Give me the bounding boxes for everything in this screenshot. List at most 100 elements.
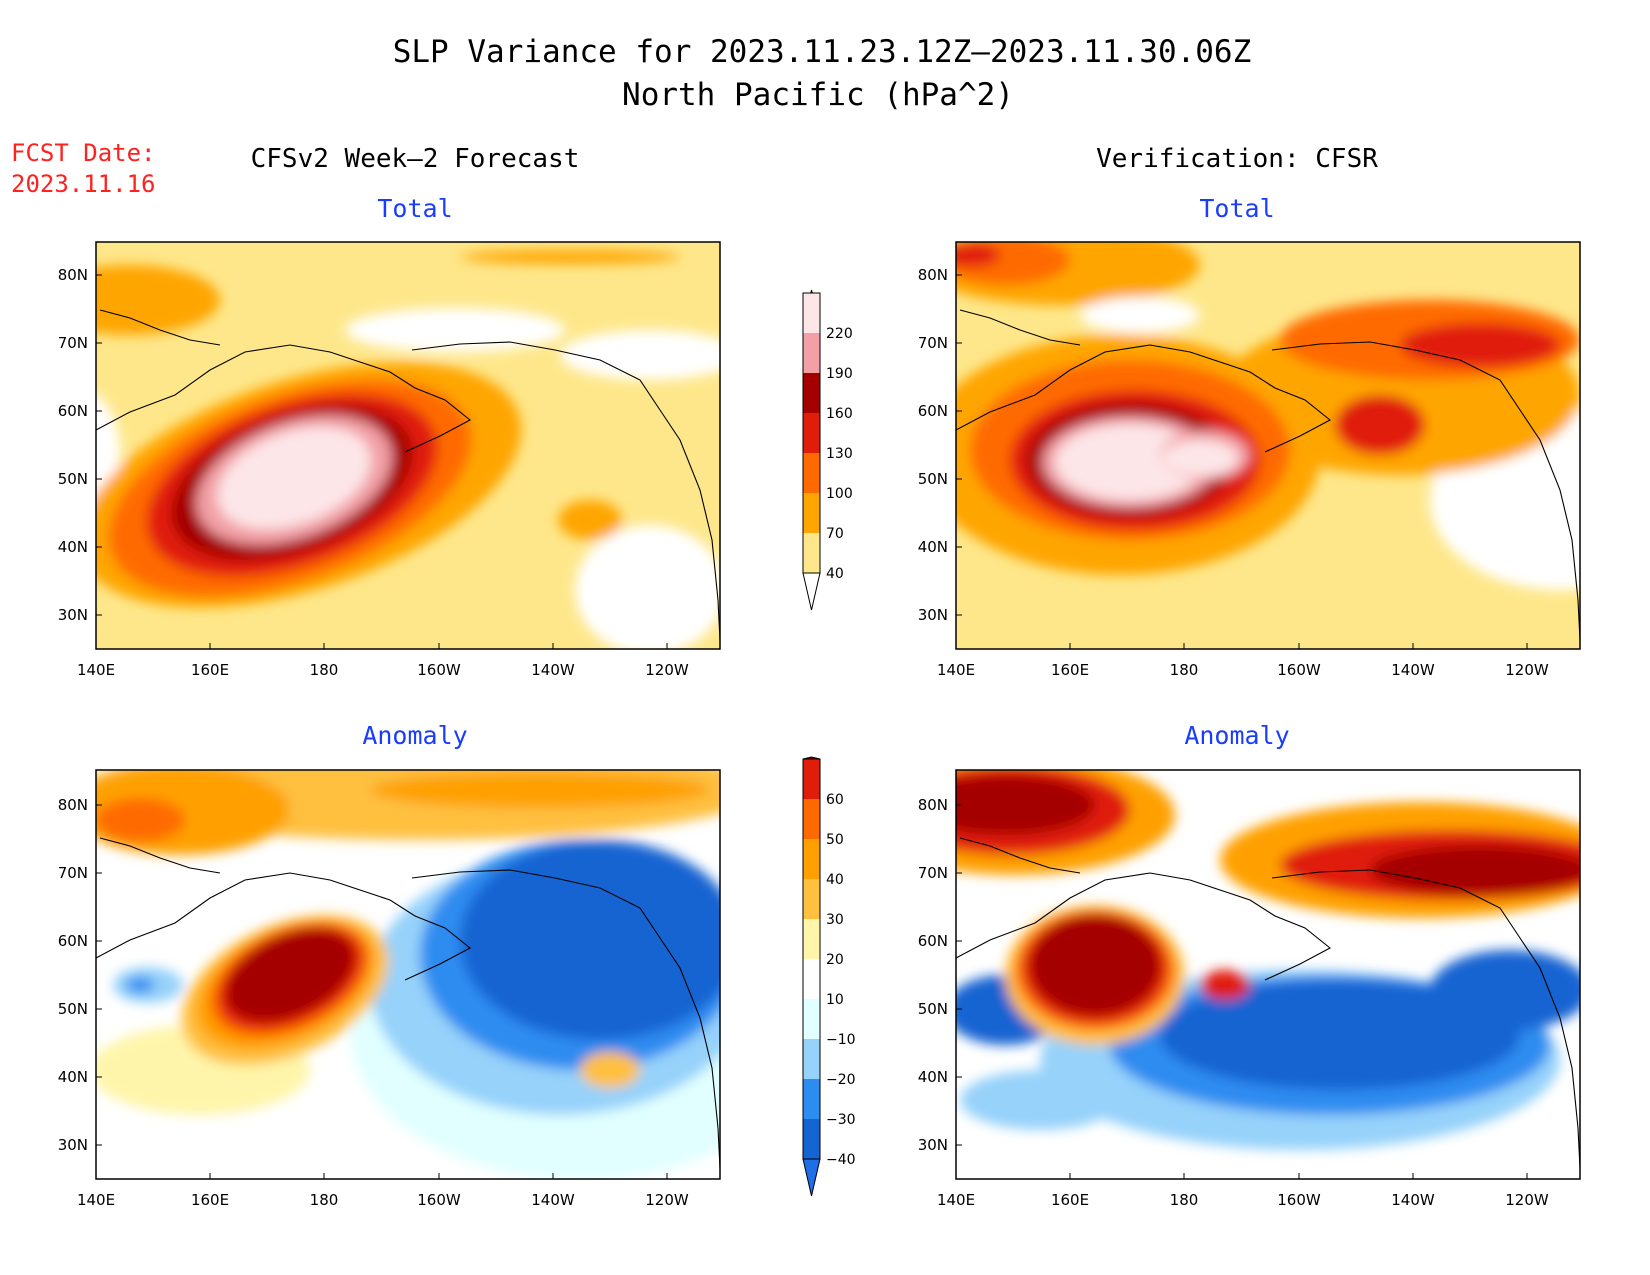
colorbar-total-level-label: 160 xyxy=(826,406,853,422)
colorbar-anomaly-swatch xyxy=(803,839,820,879)
colorbar-anomaly-level-label: 50 xyxy=(826,832,844,848)
verification-total-field xyxy=(956,242,1580,649)
lon-tick-label: 180 xyxy=(310,1191,339,1209)
lat-tick-label: 50N xyxy=(58,1000,88,1018)
colorbar-total-swatch xyxy=(803,453,820,493)
lat-tick-label: 50N xyxy=(918,470,948,488)
colorbar-total: 40 70 100 130 160 190 220 xyxy=(802,289,853,611)
panel-frames xyxy=(95,241,1581,1180)
panel-subtitle-anomaly-verification: Anomaly xyxy=(1184,721,1289,750)
colorbar-anomaly-swatch xyxy=(803,879,820,919)
lon-tick-label: 160E xyxy=(191,661,229,679)
colorbar-anomaly-level-label: −10 xyxy=(826,1032,856,1048)
colorbar-total-swatch xyxy=(803,413,820,453)
colorbar-anomaly-level-label: 10 xyxy=(826,992,844,1008)
lon-tick-label: 180 xyxy=(1170,1191,1199,1209)
colorbar-anomaly-swatch xyxy=(803,999,820,1039)
panel-subtitle-total-forecast: Total xyxy=(377,194,452,223)
colorbar-anomaly-swatch xyxy=(803,1119,820,1159)
colorbar-anomaly-swatch xyxy=(803,1079,820,1119)
lat-tick-label: 70N xyxy=(58,334,88,352)
lat-tick-label: 40N xyxy=(58,1068,88,1086)
colorbar-total-swatch xyxy=(803,493,820,533)
verification-anomaly-field xyxy=(956,770,1580,1179)
frame-forecast-anomaly xyxy=(95,769,721,1180)
lat-tick-label: 60N xyxy=(58,402,88,420)
fcst-date-value: 2023.11.16 xyxy=(11,170,156,198)
colorbar-anomaly-level-label: 30 xyxy=(826,912,844,928)
frame-verification-anomaly xyxy=(955,769,1581,1180)
lon-tick-label: 140E xyxy=(77,661,115,679)
colorbar-anomaly-swatch xyxy=(803,799,820,839)
lon-tick-label: 120W xyxy=(1505,1191,1549,1209)
lon-tick-label: 160W xyxy=(417,1191,461,1209)
lat-tick-label: 40N xyxy=(58,538,88,556)
lat-tick-label: 30N xyxy=(58,606,88,624)
colorbar-anomaly-level-label: −30 xyxy=(826,1112,856,1128)
colorbar-anomaly-bottom-arrow xyxy=(802,1158,821,1197)
colorbar-anomaly: −40 −30 −20 −10 10 20 30 40 50 60 xyxy=(802,756,856,1197)
lon-tick-label: 160W xyxy=(1277,661,1321,679)
lon-tick-label: 160W xyxy=(417,661,461,679)
lat-tick-label: 80N xyxy=(918,266,948,284)
colorbar-total-bottom-arrow xyxy=(802,572,821,611)
lon-tick-label: 140W xyxy=(1391,1191,1435,1209)
column-title-verification: Verification: CFSR xyxy=(1096,144,1378,174)
colorbar-total-level-label: 70 xyxy=(826,526,844,542)
lon-tick-label: 180 xyxy=(1170,661,1199,679)
colorbar-total-level-label: 40 xyxy=(826,566,844,582)
panel-forecast-total xyxy=(96,242,720,649)
frame-forecast-total xyxy=(95,241,721,650)
lon-tick-label: 140W xyxy=(531,661,575,679)
colorbar-anomaly-level-label: −20 xyxy=(826,1072,856,1088)
lon-tick-label: 140E xyxy=(77,1191,115,1209)
frame-verification-total xyxy=(955,241,1581,650)
panel-subtitle-anomaly-forecast: Anomaly xyxy=(362,721,467,750)
panel-subtitle-total-verification: Total xyxy=(1199,194,1274,223)
colorbar-anomaly-level-label: 20 xyxy=(826,952,844,968)
colorbar-anomaly-level-label: −40 xyxy=(826,1152,856,1168)
axis-tick-labels: 140E 160E 180 160W 140W 120W 30N 40N 50N 60N 70N 80… xyxy=(58,266,1549,1209)
colorbar-anomaly-level-label: 60 xyxy=(826,792,844,808)
lat-tick-label: 60N xyxy=(918,402,948,420)
panel-verification-total xyxy=(956,242,1580,649)
lat-tick-label: 30N xyxy=(58,1136,88,1154)
lat-tick-label: 80N xyxy=(58,266,88,284)
fcst-date-label: FCST Date: xyxy=(11,139,156,167)
panel-forecast-anomaly xyxy=(96,770,720,1179)
lon-tick-label: 160E xyxy=(1051,1191,1089,1209)
colorbar-total-level-label: 190 xyxy=(826,366,853,382)
lon-tick-label: 120W xyxy=(1505,661,1549,679)
panel-verification-anomaly xyxy=(956,770,1580,1179)
colorbar-total-swatch xyxy=(803,373,820,413)
lat-tick-label: 80N xyxy=(918,796,948,814)
coastlines xyxy=(96,309,1580,1169)
lat-tick-label: 70N xyxy=(918,334,948,352)
lat-tick-label: 30N xyxy=(918,1136,948,1154)
colorbar-anomaly-swatch xyxy=(803,759,820,799)
colorbar-total-level-label: 100 xyxy=(826,486,853,502)
lat-tick-label: 30N xyxy=(918,606,948,624)
lon-tick-label: 160E xyxy=(1051,661,1089,679)
lat-tick-label: 70N xyxy=(918,864,948,882)
colorbar-anomaly-level-label: 40 xyxy=(826,872,844,888)
lon-tick-label: 140W xyxy=(531,1191,575,1209)
lat-tick-label: 70N xyxy=(58,864,88,882)
lat-tick-label: 50N xyxy=(58,470,88,488)
lon-tick-label: 120W xyxy=(645,1191,689,1209)
forecast-anomaly-field xyxy=(96,770,720,1179)
column-title-forecast: CFSv2 Week–2 Forecast xyxy=(251,144,580,174)
lon-tick-label: 140W xyxy=(1391,661,1435,679)
title-line-1: SLP Variance for 2023.11.23.12Z–2023.11.… xyxy=(393,34,1252,70)
lon-tick-label: 160W xyxy=(1277,1191,1321,1209)
colorbar-total-level-label: 220 xyxy=(826,326,853,342)
forecast-total-field xyxy=(96,242,720,649)
lon-tick-label: 120W xyxy=(645,661,689,679)
colorbar-total-swatch xyxy=(803,333,820,373)
colorbar-anomaly-swatch xyxy=(803,959,820,999)
colorbar-total-level-label: 130 xyxy=(826,446,853,462)
lat-tick-label: 50N xyxy=(918,1000,948,1018)
lat-tick-label: 40N xyxy=(918,538,948,556)
title-line-2: North Pacific (hPa^2) xyxy=(622,77,1014,113)
